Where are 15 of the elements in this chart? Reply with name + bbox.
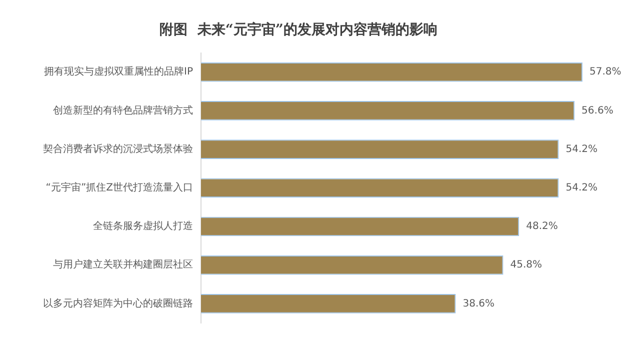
data-label: 48.2% <box>526 221 558 232</box>
y-tick-label: 全链条服务虚拟人打造 <box>93 220 193 232</box>
data-label: 54.2% <box>566 182 598 194</box>
data-label: 54.2% <box>566 144 598 155</box>
y-tick-label: “元宇宙”抓住Z世代打造流量入口 <box>46 181 193 194</box>
y-tick-label: 拥有现实与虚拟双重属性的品牌IP <box>44 66 193 78</box>
y-tick-label: 契合消费者诉求的沉浸式场景体验 <box>43 142 193 155</box>
data-label: 57.8% <box>589 66 622 78</box>
chart-title: 附图 未来“元宇宙”的发展对内容营销的影响 <box>160 21 438 38</box>
data-label: 56.6% <box>582 105 614 116</box>
y-tick-label: 与用户建立关联并构建圈层社区 <box>53 258 193 271</box>
y-tick-label: 以多元内容矩阵为中心的破圈链路 <box>43 297 193 310</box>
data-label: 45.8% <box>510 260 542 271</box>
y-tick-label: 创造新型的有特色品牌营销方式 <box>53 104 193 116</box>
data-label: 38.6% <box>462 298 495 310</box>
